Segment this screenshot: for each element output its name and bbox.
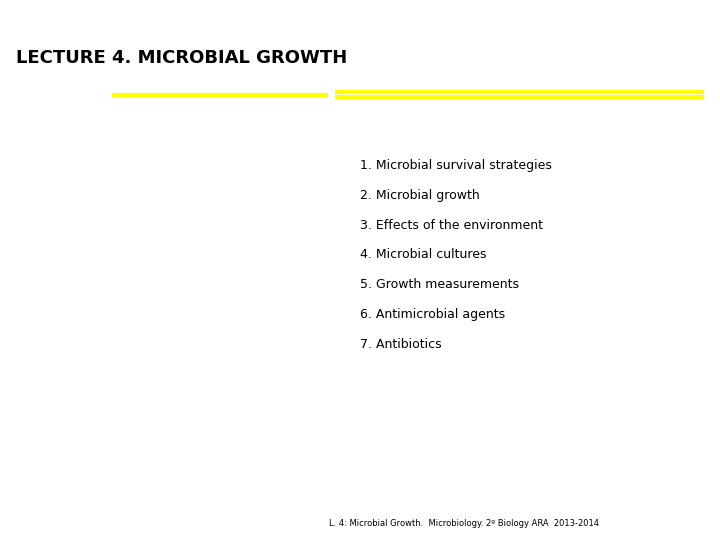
Text: L. 4: Microbial Growth.  Microbiology. 2º Biology ARA  2013-2014: L. 4: Microbial Growth. Microbiology. 2º… [330, 519, 600, 528]
Text: 5. Growth measurements: 5. Growth measurements [360, 278, 519, 291]
Text: 3. Effects of the environment: 3. Effects of the environment [360, 219, 543, 232]
Text: LECTURE 4. MICROBIAL GROWTH: LECTURE 4. MICROBIAL GROWTH [16, 49, 347, 66]
Text: 6. Antimicrobial agents: 6. Antimicrobial agents [360, 308, 505, 321]
Text: 7. Antibiotics: 7. Antibiotics [360, 338, 441, 350]
Text: 4. Microbial cultures: 4. Microbial cultures [360, 248, 487, 261]
Text: 2. Microbial growth: 2. Microbial growth [360, 189, 480, 202]
Text: 1. Microbial survival strategies: 1. Microbial survival strategies [360, 159, 552, 172]
